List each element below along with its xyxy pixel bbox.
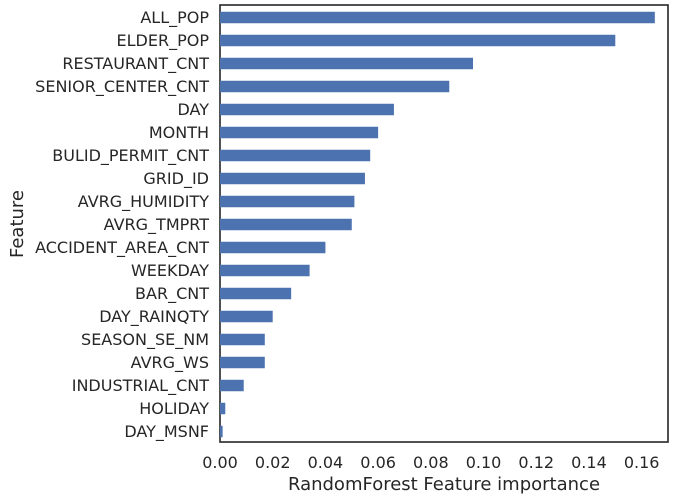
category-label: AVRG_WS bbox=[131, 353, 209, 373]
x-tick-label: 0.08 bbox=[413, 453, 449, 472]
bar-bulid-permit-cnt bbox=[220, 149, 371, 162]
bar-avrg-humidity bbox=[220, 195, 355, 208]
category-label: DAY bbox=[177, 100, 209, 119]
category-label: HOLIDAY bbox=[139, 399, 209, 418]
category-label: RESTAURANT_CNT bbox=[62, 54, 209, 74]
x-tick-label: 0.04 bbox=[308, 453, 344, 472]
x-tick-label: 0.06 bbox=[360, 453, 396, 472]
bar-weekday bbox=[220, 264, 310, 277]
bar-industrial-cnt bbox=[220, 379, 244, 392]
bar-avrg-tmprt bbox=[220, 218, 352, 231]
bar-day-msnf bbox=[220, 425, 223, 438]
bar-bar-cnt bbox=[220, 287, 292, 300]
x-tick-label: 0.14 bbox=[571, 453, 607, 472]
bar-holiday bbox=[220, 402, 226, 415]
category-label: AVRG_HUMIDITY bbox=[78, 192, 209, 212]
category-label: ALL_POP bbox=[140, 8, 209, 28]
bar-avrg-ws bbox=[220, 356, 265, 369]
bar-grid-id bbox=[220, 172, 365, 185]
category-label: SENIOR_CENTER_CNT bbox=[35, 77, 209, 97]
x-tick-label: 0.00 bbox=[202, 453, 238, 472]
category-label: BULID_PERMIT_CNT bbox=[52, 146, 209, 166]
bars-group bbox=[220, 11, 655, 438]
category-label: WEEKDAY bbox=[131, 261, 209, 280]
category-label: DAY_RAINQTY bbox=[99, 307, 209, 327]
bar-month bbox=[220, 126, 379, 139]
x-tick-label: 0.02 bbox=[255, 453, 291, 472]
category-label: MONTH bbox=[149, 123, 209, 142]
category-label: GRID_ID bbox=[143, 169, 209, 189]
bar-accident-area-cnt bbox=[220, 241, 326, 254]
x-tick-label: 0.12 bbox=[518, 453, 554, 472]
bar-day bbox=[220, 103, 394, 116]
category-labels: ALL_POP ELDER_POP RESTAURANT_CNT SENIOR_CEN… bbox=[35, 8, 209, 442]
bar-elder-pop bbox=[220, 34, 616, 47]
x-tick-labels: 0.00 0.02 0.04 0.06 0.08 0.10 0.12 0.14 0.16 bbox=[202, 453, 659, 472]
category-label: AVRG_TMPRT bbox=[104, 215, 210, 235]
x-axis-title: RandomForest Feature importance bbox=[288, 474, 600, 495]
y-axis-title: Feature bbox=[7, 190, 28, 258]
category-label: INDUSTRIAL_CNT bbox=[72, 376, 209, 396]
bar-senior-center-cnt bbox=[220, 80, 450, 93]
bar-restaurant-cnt bbox=[220, 57, 473, 70]
category-label: ELDER_POP bbox=[117, 31, 210, 51]
category-label: BAR_CNT bbox=[135, 284, 209, 304]
category-label: DAY_MSNF bbox=[124, 422, 209, 442]
bar-day-rainqty bbox=[220, 310, 273, 323]
bar-season-se-nm bbox=[220, 333, 265, 346]
bar-all-pop bbox=[220, 11, 655, 24]
x-tick-label: 0.10 bbox=[466, 453, 502, 472]
category-label: ACCIDENT_AREA_CNT bbox=[35, 238, 209, 258]
x-tick-label: 0.16 bbox=[624, 453, 660, 472]
category-label: SEASON_SE_NM bbox=[81, 330, 209, 350]
